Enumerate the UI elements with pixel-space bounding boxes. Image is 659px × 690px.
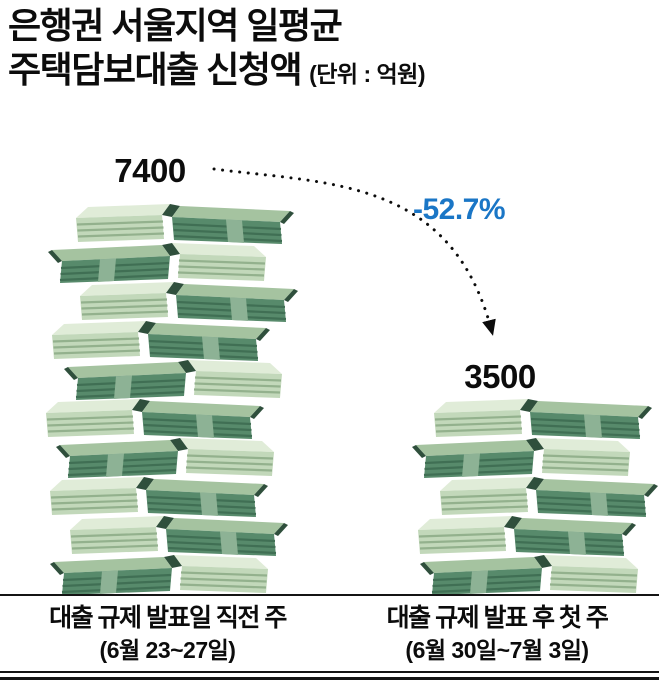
- change-percentage: -52.7%: [412, 193, 506, 226]
- bottom-double-rule-bottom: [0, 677, 659, 680]
- caption-before: 대출 규제 발표일 직전 주 (6월 23~27일): [0, 602, 335, 665]
- title-line1: 은행권 서울지역 일평균: [8, 5, 343, 46]
- caption-after-line1: 대출 규제 발표 후 첫 주: [386, 604, 609, 632]
- value-before: 7400: [114, 152, 186, 189]
- title-line2-text: 주택담보대출 신청액: [8, 48, 303, 90]
- money-stack-before-illustration: [44, 202, 300, 597]
- caption-before-line2: (6월 23~27일): [99, 637, 236, 663]
- bottom-double-rule-top: [0, 671, 659, 673]
- page-title: 은행권 서울지역 일평균 주택담보대출 신청액 (단위 : 억원): [8, 4, 425, 92]
- axis-captions: 대출 규제 발표일 직전 주 (6월 23~27일) 대출 규제 발표 후 첫 …: [0, 602, 659, 665]
- caption-after: 대출 규제 발표 후 첫 주 (6월 30일~7월 3일): [335, 602, 659, 665]
- unit-note: (단위 : 억원): [309, 60, 425, 87]
- money-stack-after-illustration: [410, 397, 659, 597]
- title-line2: 주택담보대출 신청액 (단위 : 억원): [8, 48, 425, 92]
- value-after: 3500: [464, 358, 536, 395]
- caption-separator-line: [0, 594, 659, 596]
- caption-before-line1: 대출 규제 발표일 직전 주: [49, 604, 287, 632]
- caption-after-line2: (6월 30일~7월 3일): [405, 637, 589, 663]
